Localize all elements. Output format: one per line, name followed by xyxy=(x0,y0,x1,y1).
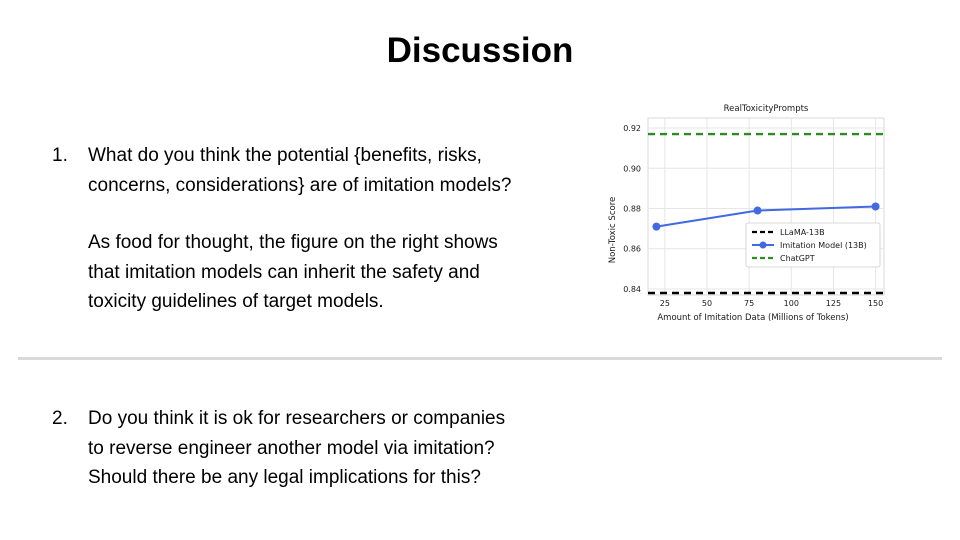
x-tick-label: 150 xyxy=(868,299,883,308)
x-axis-label: Amount of Imitation Data (Millions of To… xyxy=(657,313,848,323)
chart-svg: RealToxicityPrompts Amount of Imitation … xyxy=(608,104,885,323)
y-tick-label: 0.92 xyxy=(623,124,641,133)
toxicity-chart: RealToxicityPrompts Amount of Imitation … xyxy=(600,98,900,328)
y-tick-label: 0.84 xyxy=(623,285,641,294)
question-1-line: concerns, considerations} are of imitati… xyxy=(88,174,512,196)
plot-area: 25 50 75 100 125 150 0.84 0.86 0.88 0.90 0.92 xyxy=(623,117,885,308)
x-tick-label: 75 xyxy=(744,299,754,308)
question-1-note: As food for thought, the figure on the r… xyxy=(88,228,498,317)
question-1: 1. What do you think the potential {bene… xyxy=(52,141,512,200)
x-tick-label: 25 xyxy=(660,299,670,308)
legend-marker xyxy=(759,241,767,249)
section-divider xyxy=(18,357,942,360)
question-2-line: to reverse engineer another model via im… xyxy=(88,437,495,459)
slide-title: Discussion xyxy=(386,31,574,70)
legend-box xyxy=(745,222,881,268)
chart-legend: LLaMA-13B Imitation Model (13B) ChatGPT xyxy=(745,222,881,268)
x-tick-label: 100 xyxy=(784,299,799,308)
y-axis-label: Non-Toxic Score xyxy=(608,197,618,264)
question-1-number: 1. xyxy=(52,145,68,166)
x-tick-label: 50 xyxy=(702,299,712,308)
y-tick-label: 0.88 xyxy=(623,205,641,214)
question-1-note-line: toxicity guidelines of target models. xyxy=(88,291,384,312)
y-tick-label: 0.90 xyxy=(623,164,641,173)
chart-title: RealToxicityPrompts xyxy=(724,104,809,114)
question-2-number: 2. xyxy=(52,408,68,429)
legend-label: ChatGPT xyxy=(780,254,815,263)
legend-label: LLaMA-13B xyxy=(780,228,825,237)
x-tick-label: 125 xyxy=(826,299,841,308)
legend-label: Imitation Model (13B) xyxy=(780,241,867,250)
question-1-note-line: As food for thought, the figure on the r… xyxy=(88,232,498,253)
question-1-note-line: that imitation models can inherit the sa… xyxy=(88,261,480,283)
question-2: 2. Do you think it is ok for researchers… xyxy=(52,404,505,493)
question-1-line: What do you think the potential {benefit… xyxy=(88,145,482,166)
series-point xyxy=(652,222,661,231)
question-2-line: Do you think it is ok for researchers or… xyxy=(88,408,506,429)
question-2-line: Should there be any legal implications f… xyxy=(88,467,481,488)
y-tick-label: 0.86 xyxy=(623,245,641,254)
series-point xyxy=(871,202,880,211)
series-point xyxy=(753,206,762,215)
